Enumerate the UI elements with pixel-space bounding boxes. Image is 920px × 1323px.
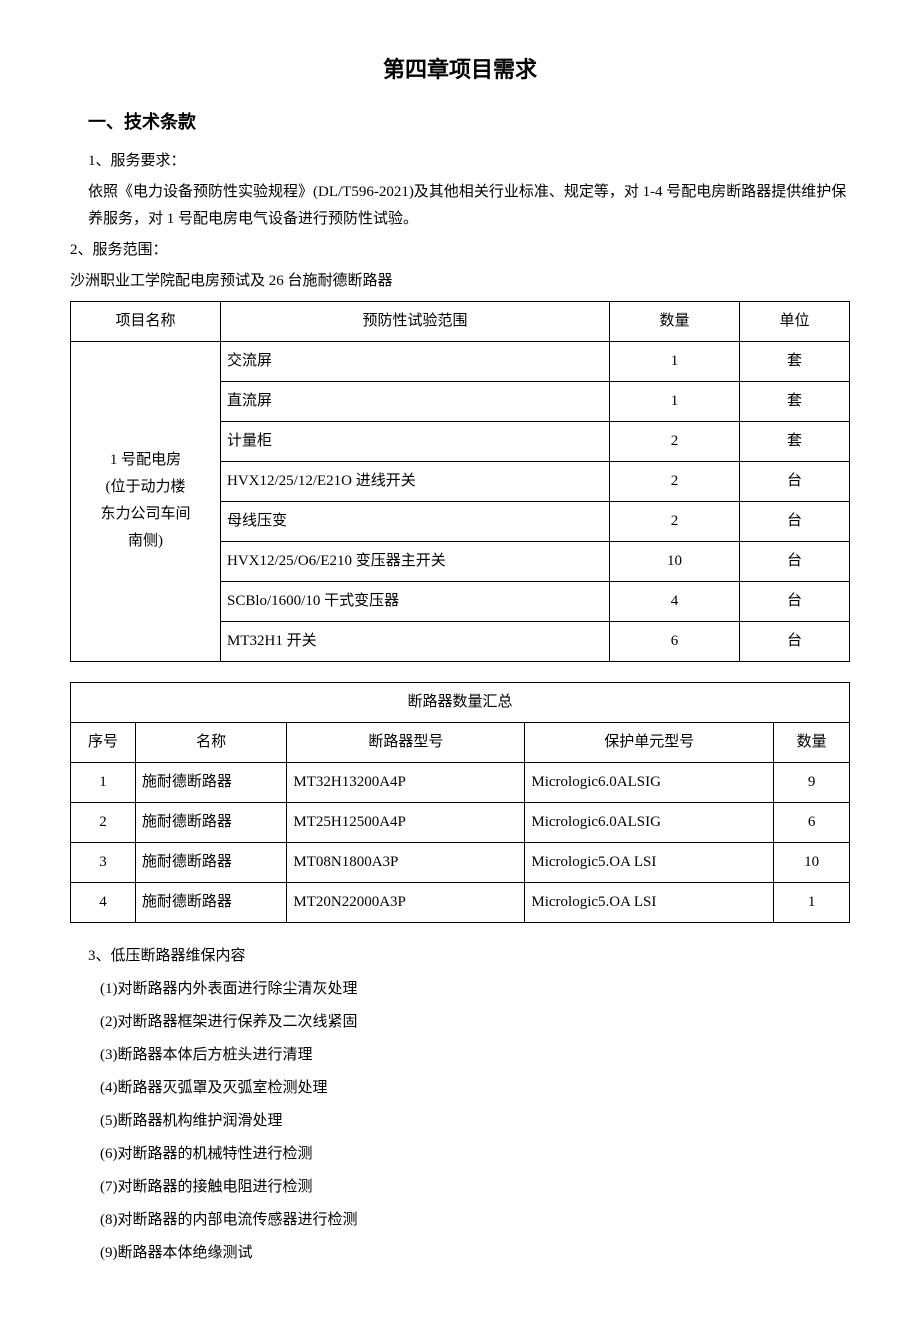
- list-item: (1)对断路器内外表面进行除尘清灰处理: [100, 976, 850, 1003]
- t2-cell-idx: 4: [71, 882, 136, 922]
- paragraph-service-req-body: 依照《电力设备预防性实验规程》(DL/T596-2021)及其他相关行业标准、规…: [70, 179, 850, 233]
- t2-cell-name: 施耐德断路器: [135, 882, 286, 922]
- table-row: 1 施耐德断路器 MT32H13200A4P Micrologic6.0ALSI…: [71, 762, 850, 802]
- t1-cell-unit: 台: [740, 501, 850, 541]
- table-preventive-test-scope: 项目名称 预防性试验范围 数量 单位 1 号配电房 (位于动力楼 东力公司车间 …: [70, 301, 850, 662]
- t1-rowlabel-line: 南侧): [79, 528, 212, 555]
- t1-cell-unit: 台: [740, 461, 850, 501]
- t1-header-name: 项目名称: [71, 301, 221, 341]
- t1-header-unit: 单位: [740, 301, 850, 341]
- chapter-title: 第四章项目需求: [70, 50, 850, 90]
- t2-cell-model: MT25H12500A4P: [287, 802, 525, 842]
- t2-caption: 断路器数量汇总: [71, 682, 850, 722]
- section-1-title: 一、技术条款: [70, 106, 850, 138]
- t1-cell-unit: 套: [740, 381, 850, 421]
- t2-header-qty: 数量: [774, 722, 850, 762]
- t2-cell-idx: 2: [71, 802, 136, 842]
- list-item: (9)断路器本体绝缘测试: [100, 1240, 850, 1267]
- t1-cell-unit: 台: [740, 581, 850, 621]
- t2-header-idx: 序号: [71, 722, 136, 762]
- t1-cell-scope: MT32H1 开关: [221, 621, 610, 661]
- table-row: 2 施耐德断路器 MT25H12500A4P Micrologic6.0ALSI…: [71, 802, 850, 842]
- maintenance-list: (1)对断路器内外表面进行除尘清灰处理 (2)对断路器框架进行保养及二次线紧固 …: [70, 976, 850, 1267]
- t1-cell-qty: 6: [610, 621, 740, 661]
- t2-cell-protect: Micrologic6.0ALSIG: [525, 762, 774, 802]
- t2-cell-protect: Micrologic6.0ALSIG: [525, 802, 774, 842]
- t1-header-scope: 预防性试验范围: [221, 301, 610, 341]
- t1-cell-scope: 直流屏: [221, 381, 610, 421]
- t1-rowlabel: 1 号配电房 (位于动力楼 东力公司车间 南侧): [71, 341, 221, 661]
- t2-cell-qty: 10: [774, 842, 850, 882]
- t2-header-protect: 保护单元型号: [525, 722, 774, 762]
- t1-cell-qty: 10: [610, 541, 740, 581]
- t1-cell-qty: 2: [610, 501, 740, 541]
- list-item: (6)对断路器的机械特性进行检测: [100, 1141, 850, 1168]
- t2-cell-name: 施耐德断路器: [135, 762, 286, 802]
- t2-cell-model: MT20N22000A3P: [287, 882, 525, 922]
- t1-cell-qty: 4: [610, 581, 740, 621]
- t2-cell-model: MT32H13200A4P: [287, 762, 525, 802]
- t1-cell-scope: 母线压变: [221, 501, 610, 541]
- t2-header-model: 断路器型号: [287, 722, 525, 762]
- t1-cell-unit: 台: [740, 541, 850, 581]
- t1-rowlabel-line: (位于动力楼: [79, 474, 212, 501]
- t2-header-name: 名称: [135, 722, 286, 762]
- table-row: 3 施耐德断路器 MT08N1800A3P Micrologic5.OA LSI…: [71, 842, 850, 882]
- t2-cell-protect: Micrologic5.OA LSI: [525, 882, 774, 922]
- t1-cell-scope: HVX12/25/12/E21O 进线开关: [221, 461, 610, 501]
- t2-cell-qty: 9: [774, 762, 850, 802]
- list-item: (5)断路器机构维护润滑处理: [100, 1108, 850, 1135]
- t1-cell-scope: 计量柜: [221, 421, 610, 461]
- t1-cell-unit: 套: [740, 421, 850, 461]
- list-item: (8)对断路器的内部电流传感器进行检测: [100, 1207, 850, 1234]
- t1-cell-unit: 套: [740, 341, 850, 381]
- t2-cell-protect: Micrologic5.OA LSI: [525, 842, 774, 882]
- t1-cell-scope: HVX12/25/O6/E210 变压器主开关: [221, 541, 610, 581]
- t2-cell-qty: 1: [774, 882, 850, 922]
- t2-cell-qty: 6: [774, 802, 850, 842]
- table-row: 1 号配电房 (位于动力楼 东力公司车间 南侧) 交流屏 1 套: [71, 341, 850, 381]
- t2-cell-name: 施耐德断路器: [135, 802, 286, 842]
- paragraph-service-req-label: 1、服务要求：: [70, 148, 850, 175]
- t1-cell-qty: 2: [610, 461, 740, 501]
- t1-rowlabel-line: 东力公司车间: [79, 501, 212, 528]
- t2-cell-model: MT08N1800A3P: [287, 842, 525, 882]
- list-item: (4)断路器灭弧罩及灭弧室检测处理: [100, 1075, 850, 1102]
- t1-cell-qty: 1: [610, 341, 740, 381]
- paragraph-service-scope-label: 2、服务范围：: [70, 237, 850, 264]
- t1-rowlabel-line: 1 号配电房: [79, 447, 212, 474]
- t1-cell-qty: 1: [610, 381, 740, 421]
- section-3-title: 3、低压断路器维保内容: [70, 943, 850, 970]
- t1-cell-qty: 2: [610, 421, 740, 461]
- t1-header-qty: 数量: [610, 301, 740, 341]
- list-item: (7)对断路器的接触电阻进行检测: [100, 1174, 850, 1201]
- t1-cell-scope: 交流屏: [221, 341, 610, 381]
- t2-cell-idx: 1: [71, 762, 136, 802]
- t2-cell-name: 施耐德断路器: [135, 842, 286, 882]
- paragraph-service-scope-body: 沙洲职业工学院配电房预试及 26 台施耐德断路器: [70, 268, 850, 295]
- t1-cell-unit: 台: [740, 621, 850, 661]
- t2-cell-idx: 3: [71, 842, 136, 882]
- table-row: 4 施耐德断路器 MT20N22000A3P Micrologic5.OA LS…: [71, 882, 850, 922]
- list-item: (2)对断路器框架进行保养及二次线紧固: [100, 1009, 850, 1036]
- list-item: (3)断路器本体后方桩头进行清理: [100, 1042, 850, 1069]
- table-breaker-summary: 断路器数量汇总 序号 名称 断路器型号 保护单元型号 数量 1 施耐德断路器 M…: [70, 682, 850, 923]
- t1-cell-scope: SCBlo/1600/10 干式变压器: [221, 581, 610, 621]
